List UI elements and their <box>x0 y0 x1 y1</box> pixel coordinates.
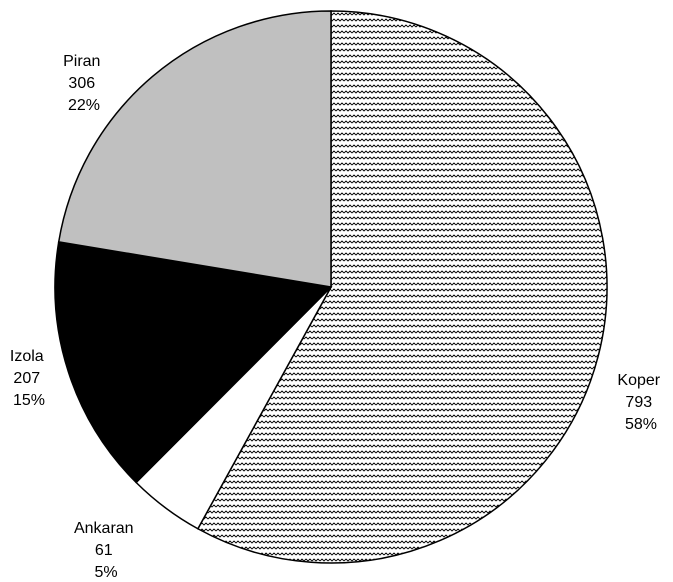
koper-value: 793 <box>625 394 652 411</box>
izola-value: 207 <box>13 370 40 387</box>
slice-izola <box>54 240 333 484</box>
piran-name: Piran <box>63 53 100 70</box>
izola-percent: 15% <box>13 392 45 409</box>
pie-slices <box>54 10 608 564</box>
ankaran-percent: 5% <box>94 564 117 581</box>
slice-label-piran: Piran 306 22% <box>63 53 105 114</box>
piran-percent: 22% <box>68 97 100 114</box>
slice-piran <box>57 10 332 288</box>
pie-labels: Koper 793 58% Ankaran 61 5% Izola 207 15… <box>10 53 664 581</box>
ankaran-value: 61 <box>95 542 113 559</box>
slice-koper <box>196 10 608 564</box>
slice-label-ankaran: Ankaran 61 5% <box>74 520 138 581</box>
koper-name: Koper <box>617 372 660 389</box>
ankaran-name: Ankaran <box>74 520 134 537</box>
piran-value: 306 <box>68 75 95 92</box>
slice-label-koper: Koper 793 58% <box>617 372 664 433</box>
koper-percent: 58% <box>625 416 657 433</box>
izola-name: Izola <box>10 348 44 365</box>
slice-label-izola: Izola 207 15% <box>10 348 48 409</box>
